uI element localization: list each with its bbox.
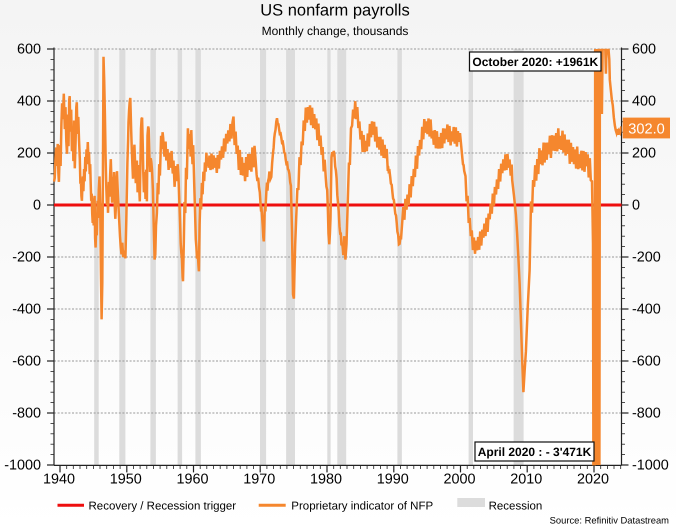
svg-text:Recovery / Recession trigger: Recovery / Recession trigger: [89, 500, 237, 512]
svg-text:200: 200: [632, 145, 656, 161]
svg-text:-1000: -1000: [632, 457, 669, 473]
svg-text:1970: 1970: [243, 472, 275, 488]
svg-text:1940: 1940: [43, 472, 75, 488]
svg-text:October 2020: +1961K: October 2020: +1961K: [472, 55, 598, 69]
svg-text:-800: -800: [12, 405, 41, 421]
svg-text:-600: -600: [632, 353, 661, 369]
svg-text:1980: 1980: [310, 472, 342, 488]
svg-text:1990: 1990: [377, 472, 409, 488]
svg-text:1950: 1950: [110, 472, 142, 488]
svg-text:400: 400: [632, 93, 656, 109]
svg-text:Source: Refinitiv Datastream: Source: Refinitiv Datastream: [550, 515, 670, 526]
svg-text:Proprietary indicator of NFP: Proprietary indicator of NFP: [291, 500, 433, 512]
svg-text:0: 0: [632, 197, 640, 213]
svg-text:Recession: Recession: [489, 500, 543, 512]
svg-text:302.0: 302.0: [628, 122, 665, 138]
svg-text:-1000: -1000: [4, 457, 41, 473]
svg-text:200: 200: [17, 145, 41, 161]
svg-text:2000: 2000: [443, 472, 475, 488]
svg-text:-400: -400: [12, 301, 41, 317]
svg-text:-400: -400: [632, 301, 661, 317]
svg-text:600: 600: [632, 41, 656, 57]
svg-text:April 2020 : - 3'471K: April 2020 : - 3'471K: [478, 445, 592, 459]
svg-text:0: 0: [33, 197, 41, 213]
svg-text:-200: -200: [632, 249, 661, 265]
svg-text:2010: 2010: [510, 472, 542, 488]
svg-text:400: 400: [17, 93, 41, 109]
svg-text:600: 600: [17, 41, 41, 57]
svg-text:1960: 1960: [176, 472, 208, 488]
svg-text:2020: 2020: [577, 472, 609, 488]
svg-text:-800: -800: [632, 405, 661, 421]
svg-text:-200: -200: [12, 249, 41, 265]
svg-text:Monthly change, thousands: Monthly change, thousands: [262, 24, 409, 38]
svg-text:-600: -600: [12, 353, 41, 369]
svg-text:US nonfarm payrolls: US nonfarm payrolls: [260, 1, 409, 19]
